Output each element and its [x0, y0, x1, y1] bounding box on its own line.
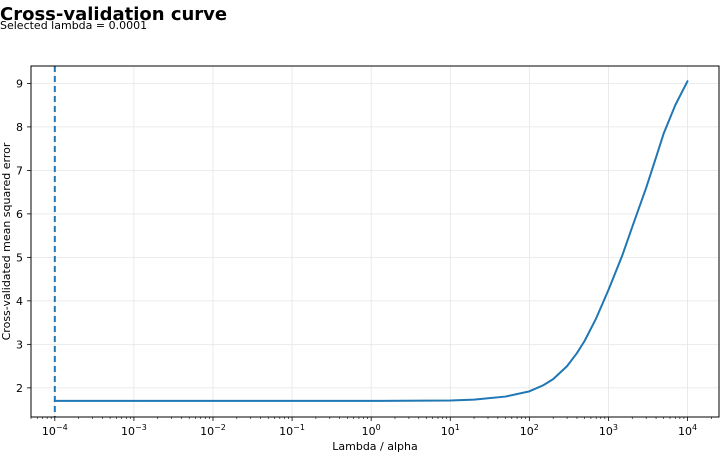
- grid-layer: [31, 66, 719, 417]
- x-tick-label: 101: [441, 423, 460, 438]
- x-tick-label: 10−4: [42, 423, 68, 438]
- cv-error-line: [53, 80, 689, 402]
- plot-frame: [30, 65, 720, 418]
- x-tick-label: 104: [678, 423, 697, 438]
- y-tick-label: 5: [16, 251, 23, 264]
- x-axis-label: Lambda / alpha: [332, 440, 417, 453]
- y-tick-label: 9: [16, 77, 23, 90]
- y-axis-label: Cross-validated mean squared error: [0, 142, 13, 340]
- y-tick-label: 4: [16, 295, 23, 308]
- chart-title: Cross-validation curve: [0, 4, 228, 25]
- y-tick-label: 7: [16, 164, 23, 177]
- y-tick-label: 2: [16, 382, 23, 395]
- x-tick-label: 100: [362, 423, 381, 438]
- x-tick-label: 10−1: [279, 423, 305, 438]
- tick-layer: 10−4 10−3 10−2 10−1 100 101 102 103 104 2 3 4 5 6 7 8 9: [16, 77, 712, 438]
- x-tick-label: 102: [520, 423, 539, 438]
- data-layer: [53, 66, 689, 417]
- x-tick-label: 10−3: [121, 423, 147, 438]
- y-tick-label: 3: [16, 338, 23, 351]
- chart-subtitle: Selected lambda = 0.0001: [0, 19, 148, 32]
- y-tick-label: 6: [16, 208, 23, 221]
- y-tick-label: 8: [16, 121, 23, 134]
- x-tick-label: 10−2: [200, 423, 226, 438]
- x-tick-label: 103: [599, 423, 618, 438]
